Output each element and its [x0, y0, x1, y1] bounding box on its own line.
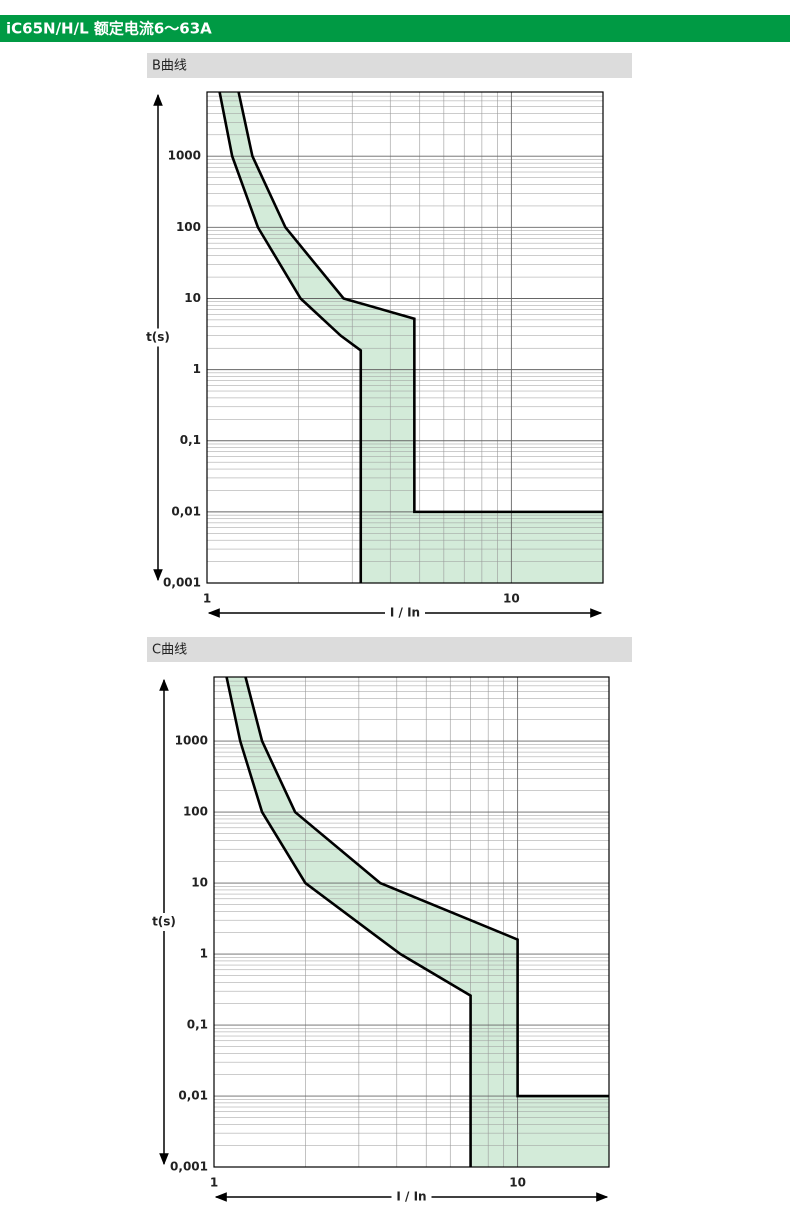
band-fill: [219, 92, 603, 583]
x-tick-label: 1: [210, 1176, 218, 1190]
curve: [218, 91, 363, 583]
curve: [237, 91, 603, 514]
curve: [225, 676, 472, 1167]
y-tick-label: 100: [183, 805, 208, 819]
y-tick-label: 1000: [168, 149, 201, 163]
y-tick-label: 0,001: [163, 576, 201, 590]
y-axis-label: t(s): [146, 330, 170, 344]
y-axis-label: t(s): [152, 915, 176, 929]
y-tick-label: 0,01: [171, 504, 201, 518]
y-tick-label: 1: [193, 362, 201, 376]
y-label-bg: [145, 328, 171, 347]
chart-title: B曲线: [152, 59, 187, 74]
plot-frame: [213, 676, 610, 1168]
y-tick-label: 0,001: [170, 1160, 208, 1174]
section-bar: [147, 53, 632, 78]
curve: [244, 676, 609, 1098]
x-label-bg: [385, 605, 425, 621]
y-tick-label: 1: [200, 947, 208, 961]
x-axis-label: I / In: [396, 1190, 426, 1204]
y-tick-label: 0,1: [180, 433, 201, 447]
y-label-bg: [151, 913, 177, 931]
x-label-bg: [391, 1189, 432, 1205]
x-tick-label: 10: [503, 592, 520, 606]
x-axis-label: I / In: [390, 606, 420, 620]
y-tick-label: 10: [191, 876, 208, 890]
x-tick-label: 10: [509, 1176, 526, 1190]
band-fill: [226, 677, 609, 1167]
chart-title: C曲线: [152, 643, 187, 658]
header-title: iC65N/H/L 额定电流6～63A: [6, 20, 212, 38]
plot-frame: [206, 91, 604, 584]
section-bar: [147, 637, 632, 662]
y-tick-label: 1000: [175, 734, 208, 748]
y-tick-label: 100: [176, 220, 201, 234]
y-tick-label: 0,01: [178, 1089, 208, 1103]
x-tick-label: 1: [203, 592, 211, 606]
y-tick-label: 10: [184, 291, 201, 305]
header-bar: [0, 15, 790, 42]
y-tick-label: 0,1: [187, 1018, 208, 1032]
